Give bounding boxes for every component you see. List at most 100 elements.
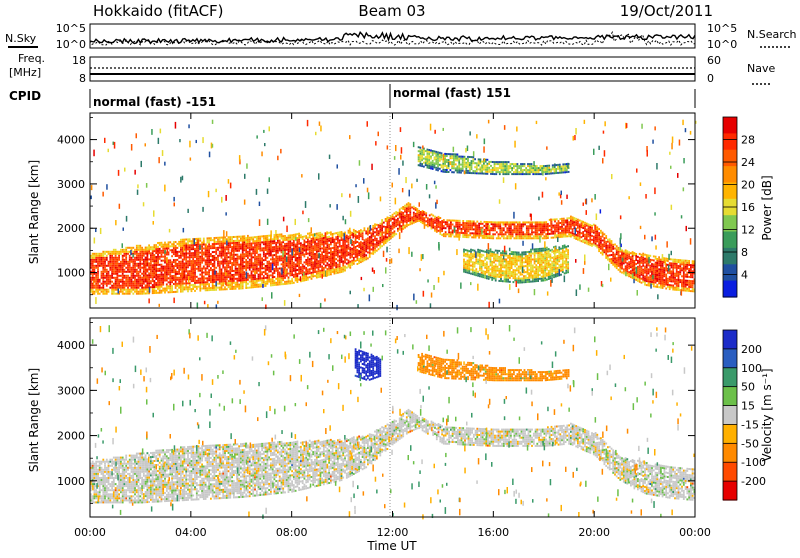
power-cell [321,237,323,239]
nsearch-label: N.Search [747,28,797,41]
power-cell [141,267,143,269]
power-cell [600,238,602,240]
power-cell [268,265,270,267]
power-cell [171,271,173,273]
power-cell [609,248,611,250]
power-cell [328,256,330,258]
power-cell [203,238,205,240]
power-cell [184,245,186,247]
power-cell [237,268,239,270]
power-cell [533,237,535,239]
power-cell [446,221,448,223]
power-cell [445,231,447,233]
power-cell [559,222,561,224]
power-cell [574,223,576,225]
power-cell [272,272,274,274]
power-cell [598,244,600,246]
noise-tick-top-right: 10^5 [707,22,737,35]
power-cell [162,250,164,252]
power-cell [231,266,233,268]
power-cell [469,220,471,222]
power-cell [117,263,119,265]
power-cell [215,251,217,253]
power-cell [427,161,429,163]
power-cell [187,248,189,250]
power-cell [341,249,343,251]
power-cell [316,239,318,241]
power-cell [642,273,644,275]
power-cell [348,252,350,254]
power-cell [314,257,316,259]
power-cell [242,248,244,250]
power-cell [656,260,658,262]
power-cell [208,259,210,261]
power-cell [238,276,240,278]
power-cell [127,263,129,265]
power-cell [669,286,671,288]
power-cell [131,271,133,273]
power-cell [432,225,434,227]
power-cell [268,271,270,273]
power-cell [139,245,141,247]
power-cell [616,249,618,251]
power-cell [626,266,628,268]
power-cell [256,256,258,258]
power-cell [688,290,690,292]
power-cell [282,277,284,279]
power-cell [194,262,196,264]
power-cell [159,268,161,270]
power-cell [281,275,283,277]
power-cell [235,242,237,244]
power-cell [648,268,650,270]
power-cell [330,263,332,265]
power-cell [355,260,357,262]
power-cell [124,271,126,273]
power-cell [187,262,189,264]
power-cell [478,233,480,235]
power-cell [499,237,501,239]
power-cell [566,227,568,229]
power-cell [369,244,371,246]
power-cell [455,236,457,238]
power-cell [267,243,269,245]
power-cell [147,282,149,284]
power-cell [251,237,253,239]
power-cell [258,236,260,238]
power-cell [145,287,147,289]
power-cell [240,270,242,272]
power-cell [289,280,291,282]
power-cell [628,251,630,253]
power-cell [307,247,309,249]
power-cell [381,241,383,243]
power-cell [341,253,343,255]
power-cell [309,244,311,246]
power-cell [357,259,359,261]
power-cell [214,247,216,249]
power-cell [316,237,318,239]
power-cell [425,212,427,214]
power-cell [289,274,291,276]
power-cell [318,240,320,242]
power-cell [162,260,164,262]
power-cell [395,233,397,235]
power-cell [270,237,272,239]
power-cell [406,207,408,209]
power-cell [473,236,475,238]
power-cell [604,245,606,247]
power-cell [169,287,171,289]
power-cell [289,250,291,252]
power-cell [102,257,104,259]
power-cell [222,272,224,274]
power-cell [572,234,574,236]
power-cell [641,262,643,264]
power-cell [387,236,389,238]
power-cell [115,257,117,259]
power-cell [189,246,191,248]
power-cell [291,238,293,240]
power-cell [665,284,667,286]
power-cell [205,281,207,283]
power-cell [357,241,359,243]
power-cell [289,234,291,236]
radar-title: Hokkaido (fitACF) [93,2,224,20]
power-cell [154,268,156,270]
